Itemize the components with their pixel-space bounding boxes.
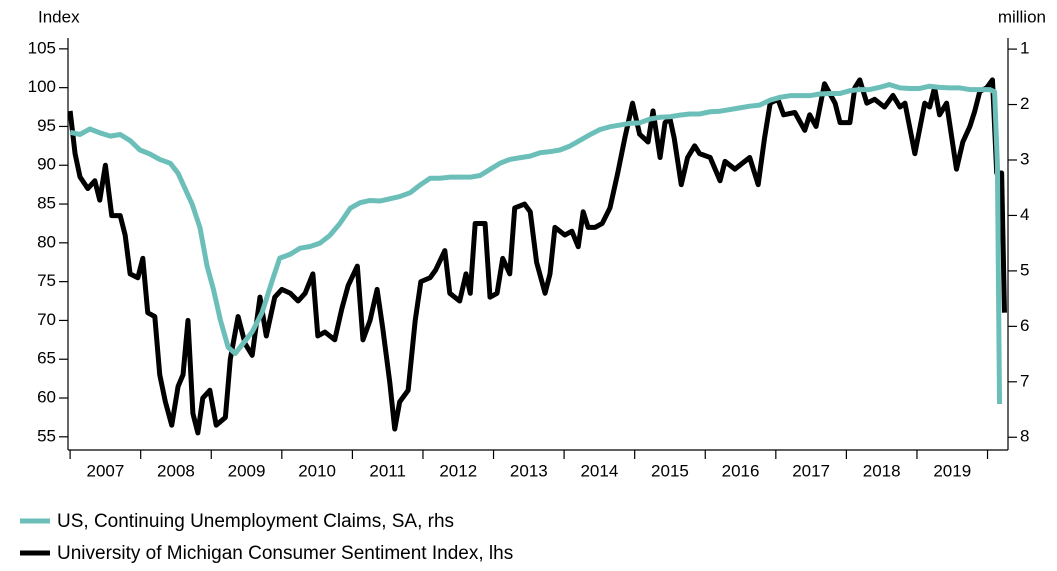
y2-tick-label: 8 (1020, 427, 1029, 446)
x-tick-label: 2013 (510, 461, 548, 480)
x-tick-label: 2015 (651, 461, 689, 480)
legend-label: US, Continuing Unemployment Claims, SA, … (57, 511, 454, 532)
legend-label: University of Michigan Consumer Sentimen… (57, 543, 513, 564)
y-tick-label: 55 (37, 426, 56, 445)
y2-tick-label: 3 (1020, 149, 1029, 168)
y-axis-title: Index (38, 7, 80, 26)
x-tick-label: 2007 (86, 461, 124, 480)
x-tick-label: 2010 (298, 461, 336, 480)
x-tick-label: 2017 (792, 461, 830, 480)
y-tick-label: 70 (37, 310, 56, 329)
x-tick-label: 2012 (439, 461, 477, 480)
y2-tick-label: 4 (1020, 205, 1029, 224)
x-tick-label: 2009 (228, 461, 266, 480)
y2-axis-title: million (998, 7, 1046, 26)
x-tick-label: 2019 (933, 461, 971, 480)
y2-tick-label: 7 (1020, 371, 1029, 390)
x-tick-label: 2016 (722, 461, 760, 480)
y2-tick-label: 2 (1020, 94, 1029, 113)
y-tick-label: 75 (37, 271, 56, 290)
y-tick-label: 65 (37, 349, 56, 368)
x-tick-label: 2014 (580, 461, 618, 480)
y-tick-label: 60 (37, 387, 56, 406)
x-tick-label: 2018 (863, 461, 901, 480)
y-tick-label: 95 (37, 116, 56, 135)
y-tick-label: 90 (37, 155, 56, 174)
y-tick-label: 80 (37, 232, 56, 251)
x-tick-label: 2011 (369, 461, 406, 480)
y2-tick-label: 5 (1020, 260, 1029, 279)
y2-tick-label: 1 (1020, 39, 1029, 58)
series-line (69, 82, 1003, 405)
y-tick-label: 85 (37, 194, 56, 213)
y-tick-label: 105 (28, 38, 56, 57)
x-tick-label: 2008 (157, 461, 195, 480)
y2-tick-label: 6 (1020, 316, 1029, 335)
series-line (67, 77, 1007, 436)
y-tick-label: 100 (28, 77, 56, 96)
